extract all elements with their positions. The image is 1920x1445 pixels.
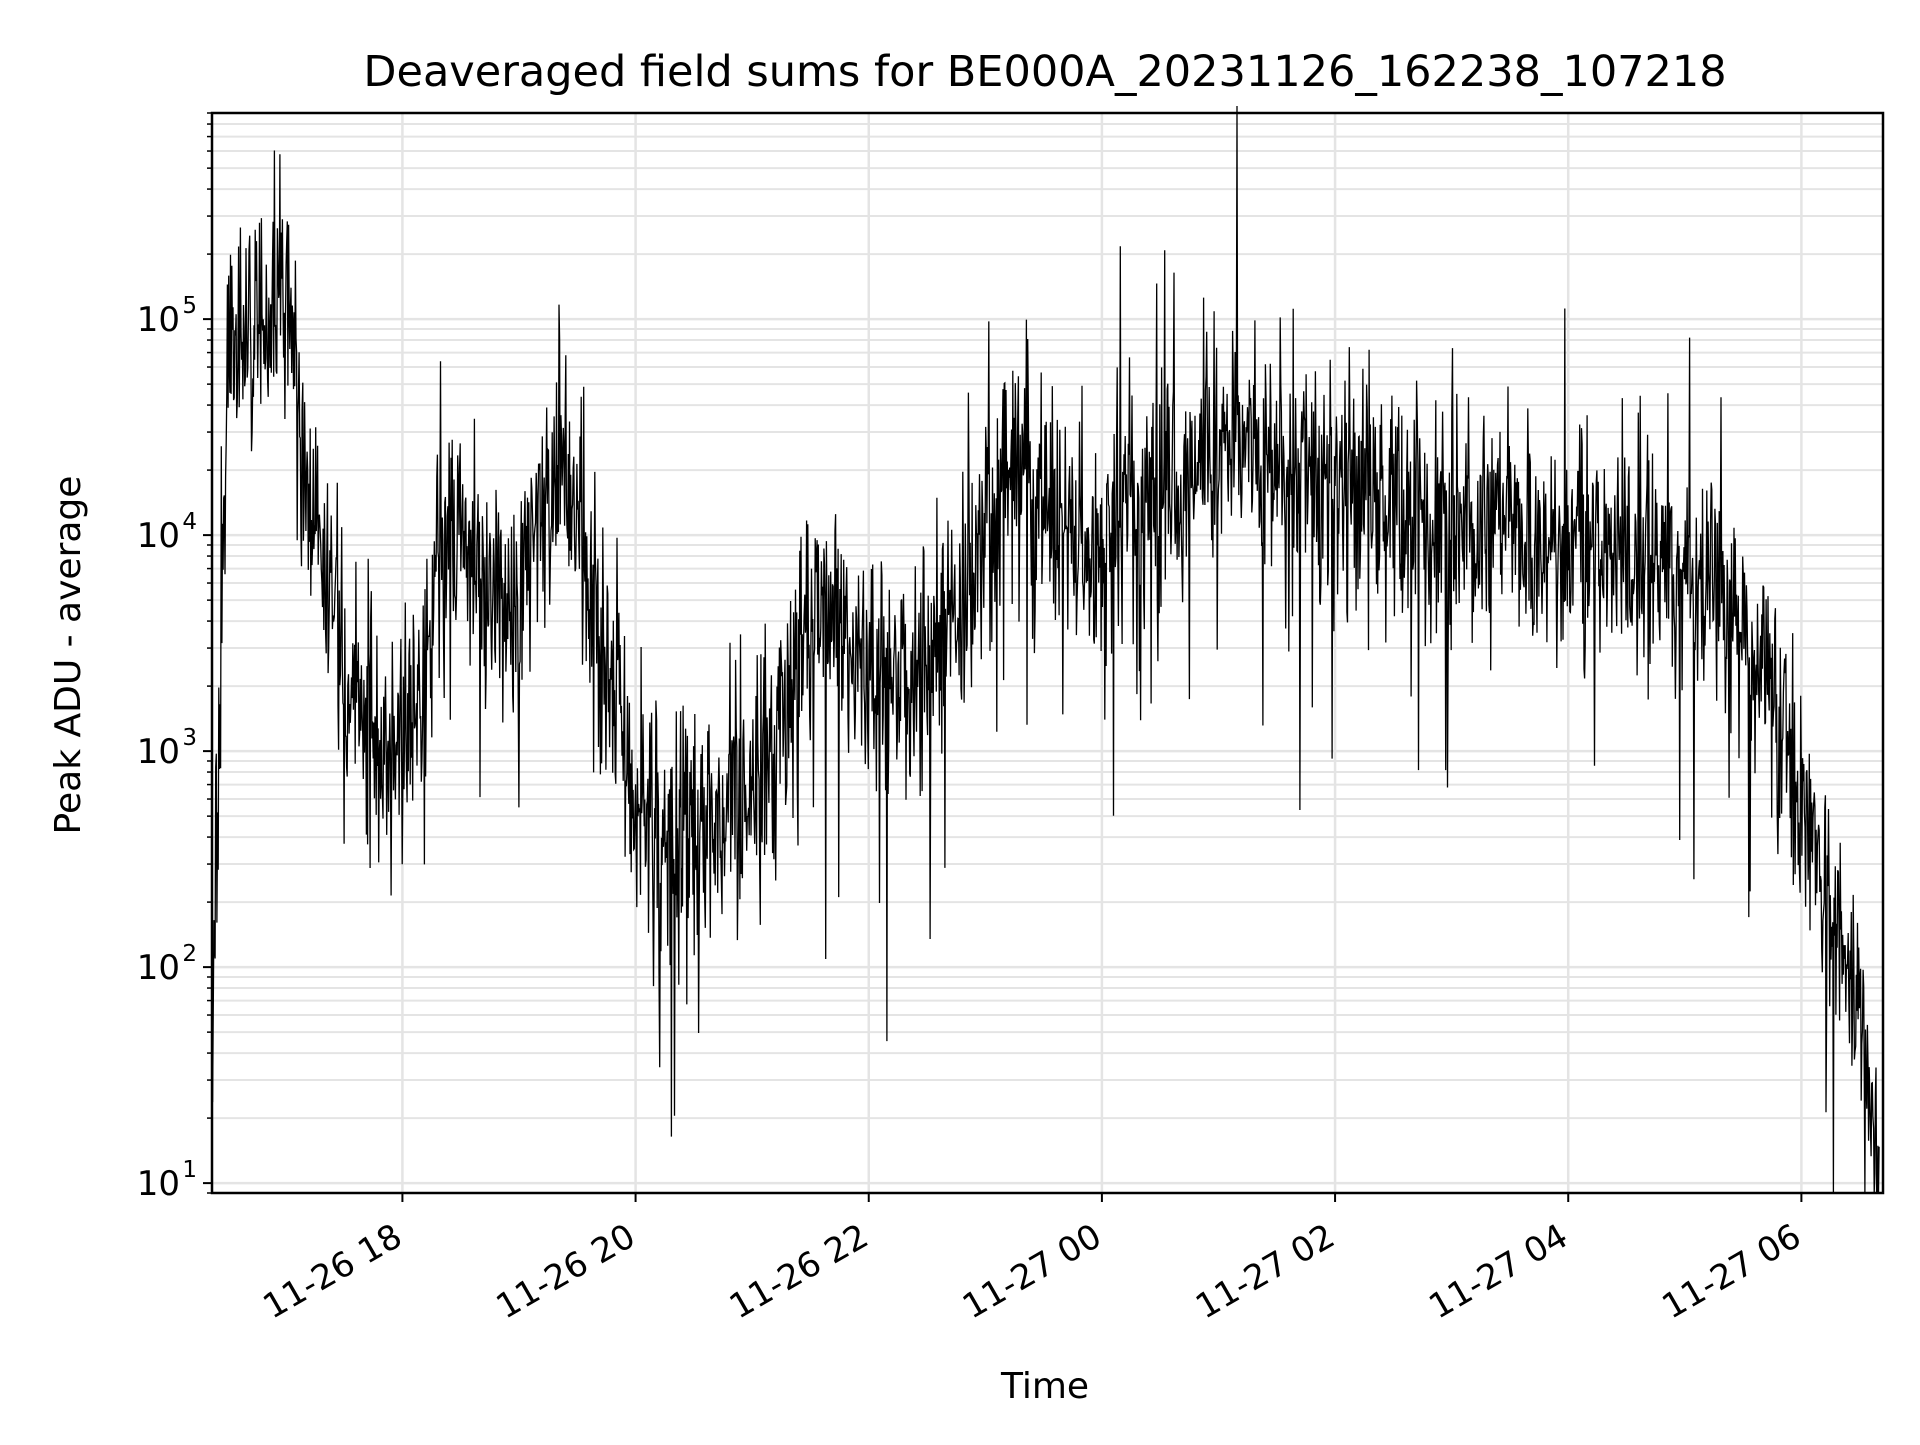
y-tick-label: 10 (137, 516, 180, 556)
grid (212, 112, 1883, 1194)
plot-frame (210, 111, 1885, 1195)
y-tick-exponent: 5 (182, 293, 197, 319)
y-tick-label: 10 (137, 948, 180, 988)
series-line-group (211, 105, 1880, 1194)
y-tick-label: 10 (137, 732, 180, 772)
y-tick-exponent: 3 (182, 725, 197, 751)
y-axis-label: Peak ADU - average (48, 476, 89, 835)
y-tick-label: 10 (137, 1164, 180, 1204)
y-tick-label: 10 (137, 300, 180, 340)
y-tick-exponent: 4 (182, 509, 197, 535)
chart-title: Deaveraged field sums for BE000A_2023112… (363, 47, 1726, 97)
y-tick-exponent: 2 (182, 941, 197, 967)
series-line (211, 105, 1880, 1194)
y-tick-exponent: 1 (182, 1157, 197, 1183)
x-axis-label: Time (1000, 1366, 1089, 1407)
